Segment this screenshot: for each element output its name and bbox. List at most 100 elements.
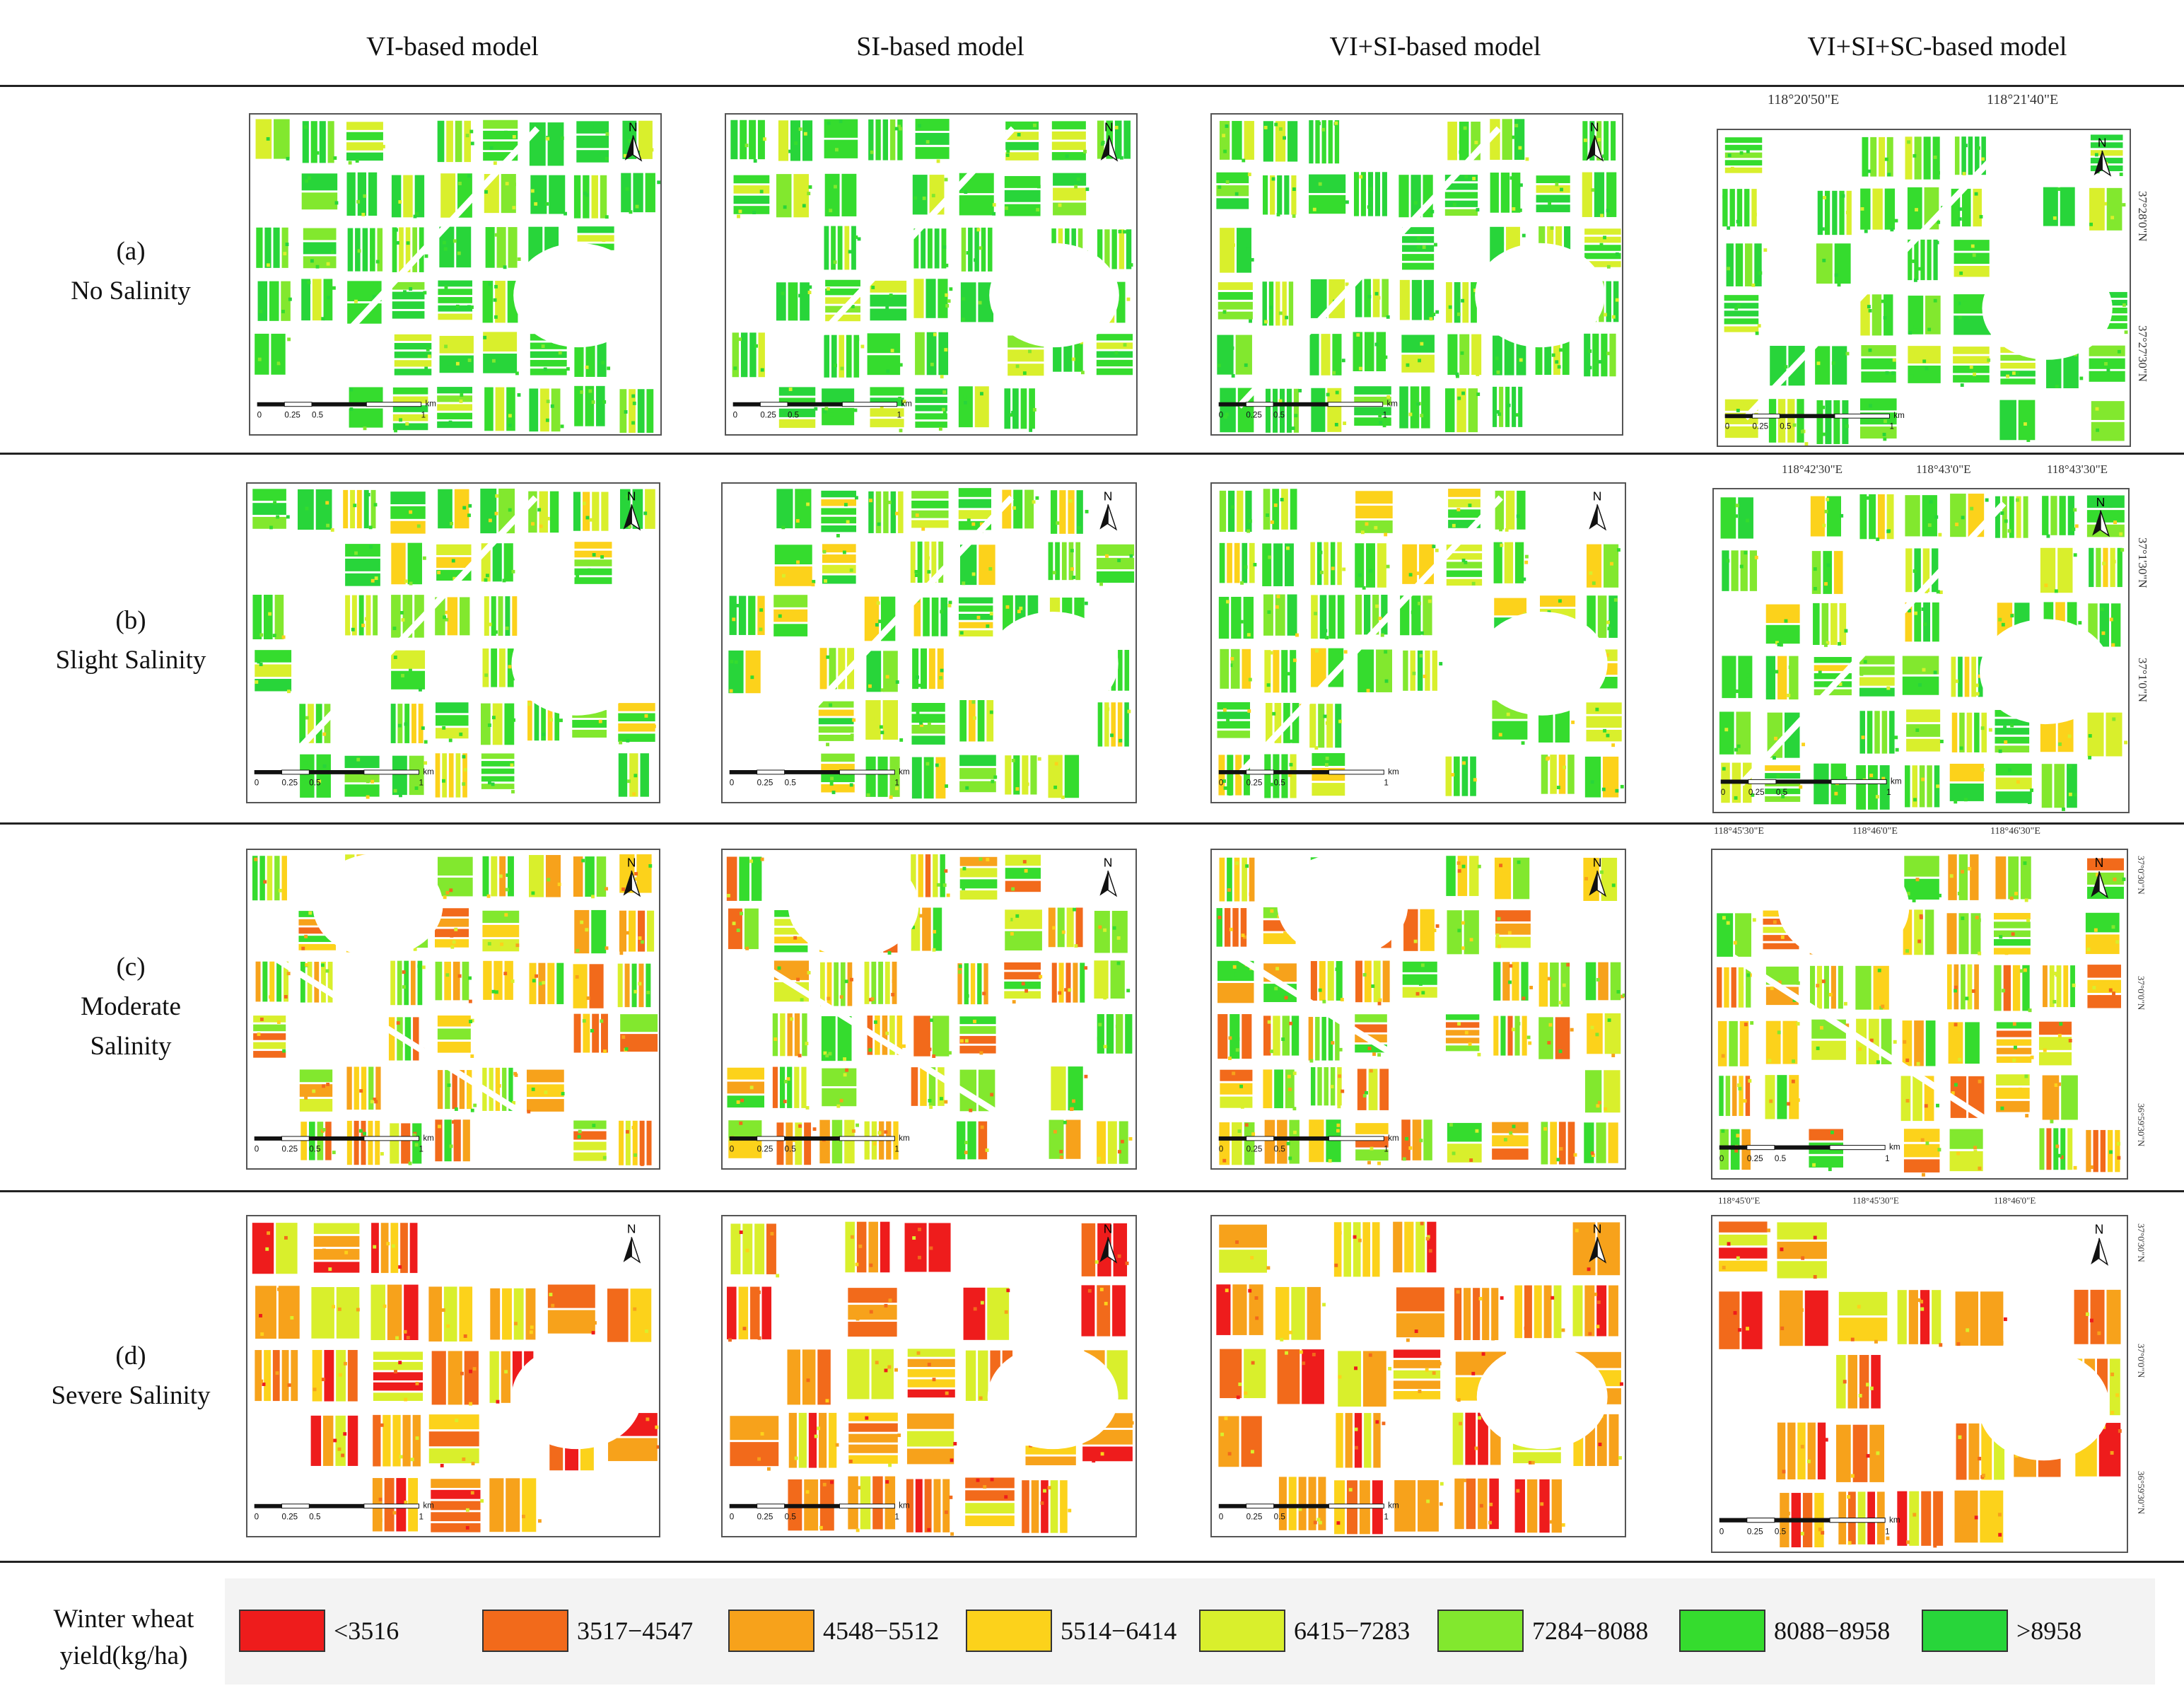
pixel-speckle <box>1611 883 1616 888</box>
field-strip <box>1814 689 1852 696</box>
scale-bar: 0 0.25 0.5 1km <box>1218 400 1398 419</box>
pixel-speckle <box>1072 576 1076 579</box>
pixel-speckle <box>1921 607 1925 611</box>
pixel-speckle <box>1885 371 1889 375</box>
scale-unit-label: km <box>899 1134 910 1143</box>
pixel-speckle <box>1505 528 1509 532</box>
pixel-speckle <box>1455 372 1459 376</box>
field-strip <box>1217 721 1251 729</box>
pixel-speckle <box>332 286 336 290</box>
pixel-speckle <box>1367 294 1372 298</box>
pixel-speckle <box>958 964 962 968</box>
pixel-speckle <box>1289 762 1293 767</box>
pixel-speckle <box>487 723 491 727</box>
scale-unit-label: km <box>1388 1501 1399 1511</box>
pixel-speckle <box>1767 1228 1771 1233</box>
field-strip <box>1112 1285 1126 1337</box>
pixel-speckle <box>1847 1541 1852 1545</box>
pixel-speckle <box>1739 564 1744 569</box>
pixel-speckle <box>392 1511 397 1515</box>
pixel-speckle <box>945 303 950 308</box>
pixel-speckle <box>460 393 464 397</box>
pixel-speckle <box>2003 1317 2007 1322</box>
field-strip <box>278 1286 300 1339</box>
pixel-speckle <box>1452 523 1456 528</box>
field-strip <box>1278 1477 1287 1530</box>
pixel-speckle <box>1922 1172 1925 1177</box>
field-strip <box>860 1476 871 1530</box>
pixel-speckle <box>486 894 491 898</box>
coord-c-side-2: 37°0'0"N <box>2136 976 2147 1011</box>
scale-tick-label: 0.25 <box>1753 422 1769 431</box>
road <box>1237 495 1503 776</box>
field-strip <box>1418 1480 1439 1532</box>
pixel-speckle <box>1924 683 1927 687</box>
field-strip <box>1906 738 1941 752</box>
pixel-speckle <box>1331 1041 1335 1045</box>
pixel-speckle <box>788 149 792 153</box>
pixel-speckle <box>1746 673 1750 677</box>
pixel-speckle <box>378 1518 383 1522</box>
pixel-speckle <box>1736 744 1741 748</box>
pixel-speckle <box>1264 580 1268 584</box>
pixel-speckle <box>829 782 834 786</box>
pixel-speckle <box>483 335 487 339</box>
pixel-speckle <box>1910 374 1914 378</box>
field-strip <box>926 332 937 376</box>
pixel-speckle <box>964 1141 968 1145</box>
pixel-speckle <box>1354 1427 1358 1431</box>
field-strip <box>1965 1022 1980 1064</box>
field-strip <box>1048 755 1063 798</box>
pixel-speckle <box>321 1378 325 1382</box>
pixel-speckle <box>343 1361 347 1366</box>
pixel-speckle <box>902 400 906 404</box>
field-strip <box>1953 347 1990 354</box>
pixel-speckle <box>856 1123 860 1127</box>
pixel-speckle <box>1470 1430 1473 1434</box>
pixel-speckle <box>757 1426 761 1430</box>
pixel-speckle <box>812 580 816 583</box>
field-strip <box>1041 1480 1049 1533</box>
pixel-speckle <box>1408 573 1413 577</box>
field-strip <box>547 1310 595 1334</box>
pixel-speckle <box>794 1456 798 1460</box>
scale-tick-label: 0 <box>1219 1144 1224 1153</box>
pixel-speckle <box>1456 1398 1461 1402</box>
pixel-speckle <box>1516 514 1520 518</box>
field-strip <box>373 1392 424 1401</box>
pixel-speckle <box>449 888 453 892</box>
field-strip <box>276 1223 298 1274</box>
field-strip <box>1495 910 1531 921</box>
pixel-speckle <box>890 349 894 353</box>
field-strip <box>870 419 904 428</box>
field-strip <box>1514 1479 1525 1533</box>
field-strip <box>1951 656 1956 697</box>
field-strip <box>1817 190 1823 235</box>
field-strip <box>1117 702 1123 747</box>
pixel-speckle <box>1378 617 1382 621</box>
field-strip <box>591 175 598 219</box>
pixel-speckle <box>2119 173 2123 176</box>
field-strip <box>574 385 583 426</box>
field-strip <box>1048 907 1056 948</box>
field-strip <box>1539 1479 1550 1533</box>
field-strip <box>573 491 581 531</box>
pixel-speckle <box>880 688 884 692</box>
pixel-speckle <box>503 265 507 269</box>
field-strip <box>1871 294 1882 336</box>
pixel-speckle <box>399 1455 403 1459</box>
pixel-speckle <box>591 400 595 405</box>
pixel-speckle <box>1246 529 1251 533</box>
pixel-speckle <box>915 513 919 517</box>
pixel-speckle <box>1375 1420 1379 1424</box>
field-strip <box>977 700 985 742</box>
field-strip <box>1282 1016 1290 1056</box>
pixel-speckle <box>1736 1134 1740 1138</box>
pixel-speckle <box>1784 619 1788 623</box>
pixel-speckle <box>448 738 452 743</box>
pixel-speckle <box>588 518 592 522</box>
pixel-speckle <box>1073 907 1077 912</box>
field-strip <box>1448 489 1481 497</box>
pixel-speckle <box>933 332 937 337</box>
pixel-speckle <box>944 869 948 873</box>
